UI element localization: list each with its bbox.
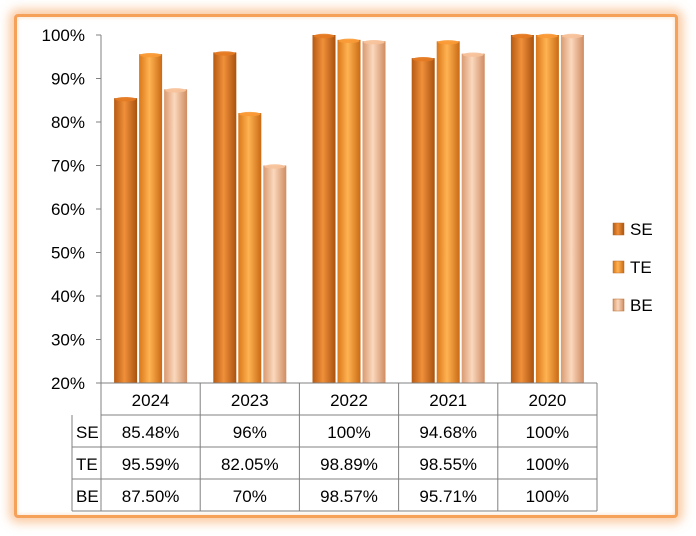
bar-top (214, 51, 236, 56)
x-category-label: 2020 (528, 391, 566, 410)
table-value-se: 94.68% (419, 423, 477, 442)
table-value-te: 98.89% (320, 455, 378, 474)
table-value-te: 82.05% (221, 455, 279, 474)
table-value-se: 85.48% (122, 423, 180, 442)
bar-se-2020 (510, 35, 534, 383)
y-tick-label: 80% (51, 113, 85, 132)
table-value-be: 70% (233, 487, 267, 506)
y-tick-label: 70% (51, 157, 85, 176)
table-value-te: 95.59% (122, 455, 180, 474)
bar-be-2024 (164, 89, 188, 383)
x-category-label: 2023 (231, 391, 269, 410)
y-tick-label: 30% (51, 331, 85, 350)
legend-swatch-se (612, 222, 625, 236)
legend-swatch-te (612, 260, 625, 274)
bar-be-2021 (461, 53, 485, 383)
table-series-label: BE (76, 487, 99, 506)
table-value-te: 98.55% (419, 455, 477, 474)
x-category-label: 2022 (330, 391, 368, 410)
legend-label-be: BE (630, 296, 653, 315)
bar-top (437, 40, 459, 45)
bar-be-2020 (560, 35, 584, 383)
table-value-be: 100% (526, 487, 569, 506)
legend-label-te: TE (630, 258, 652, 277)
bar-top (536, 33, 558, 39)
bar-top (412, 56, 434, 62)
bar-top (338, 38, 360, 44)
table-series-label: SE (76, 423, 99, 442)
table-value-be: 87.50% (122, 487, 180, 506)
bar-top (115, 96, 137, 102)
bar-top (140, 52, 162, 58)
table-series-label: TE (76, 455, 98, 474)
bar-top (363, 40, 385, 45)
bar-top (313, 33, 335, 39)
bar-se-2021 (411, 58, 435, 383)
y-tick-label: 20% (51, 374, 85, 393)
bar-te-2021 (436, 41, 460, 384)
x-category-label: 2024 (132, 391, 170, 410)
y-tick-label: 50% (51, 244, 85, 263)
y-tick-label: 100% (42, 26, 85, 45)
table-value-te: 100% (526, 455, 569, 474)
table-value-se: 96% (233, 423, 267, 442)
y-tick-label: 40% (51, 287, 85, 306)
table-value-be: 98.57% (320, 487, 378, 506)
bar-se-2022 (312, 35, 336, 383)
bar-te-2020 (535, 35, 559, 383)
legend-label-se: SE (630, 220, 653, 239)
bar-top (561, 33, 583, 39)
bar-top (239, 111, 261, 117)
x-category-label: 2021 (429, 391, 467, 410)
bar-top (511, 33, 533, 39)
y-tick-label: 90% (51, 70, 85, 89)
table-value-be: 95.71% (419, 487, 477, 506)
table-value-se: 100% (327, 423, 370, 442)
bar-be-2022 (362, 41, 386, 384)
bar-top (462, 52, 484, 57)
bar-top (165, 88, 187, 93)
y-tick-label: 60% (51, 200, 85, 219)
bar-top (264, 164, 286, 169)
table-value-se: 100% (526, 423, 569, 442)
bar-se-2024 (114, 98, 138, 384)
bar-te-2022 (337, 39, 361, 384)
bar-te-2023 (238, 113, 262, 384)
bar-be-2023 (263, 165, 287, 383)
bar-se-2023 (213, 52, 237, 384)
legend-swatch-be (612, 298, 625, 312)
bar-te-2024 (139, 54, 163, 383)
